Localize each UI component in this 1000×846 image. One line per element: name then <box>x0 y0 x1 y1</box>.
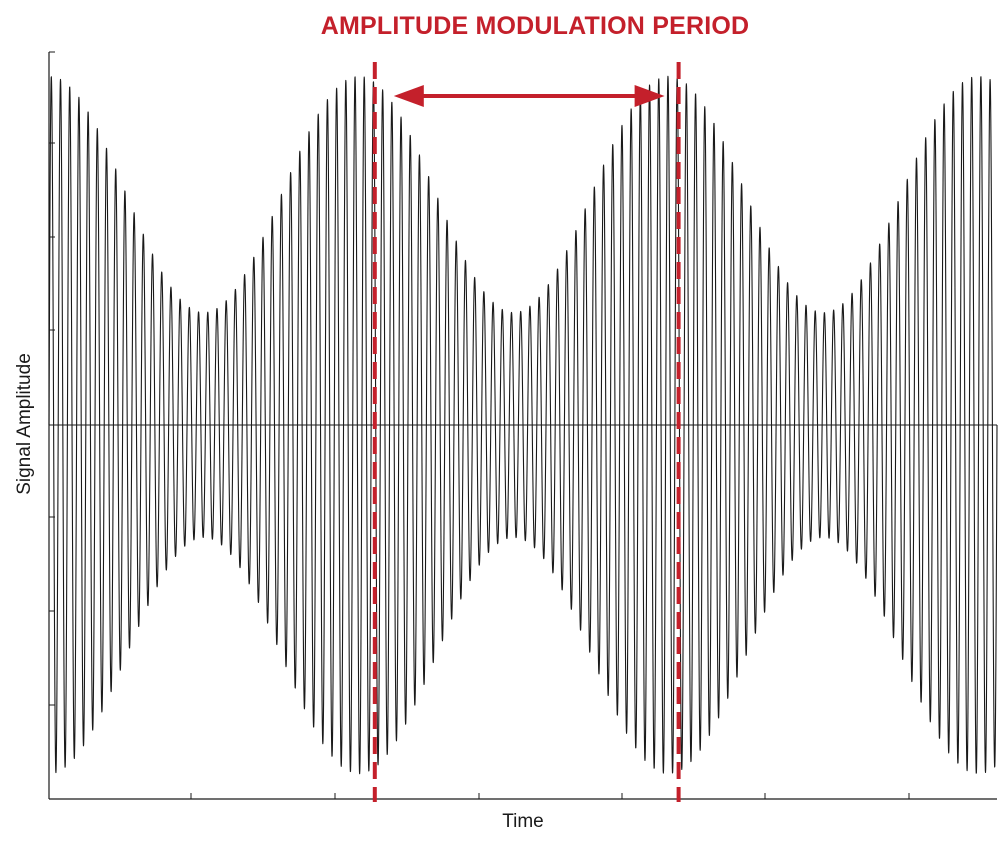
annotation-layer <box>372 62 681 802</box>
x-axis-label: Time <box>502 811 544 832</box>
period-arrow-right-head <box>634 85 665 107</box>
modulation-period-label: AMPLITUDE MODULATION PERIOD <box>320 12 750 40</box>
y-axis-label: Signal Amplitude <box>14 353 35 495</box>
period-arrow-left-head <box>393 85 424 107</box>
signal-layer <box>48 75 998 775</box>
signal-line <box>48 75 998 775</box>
